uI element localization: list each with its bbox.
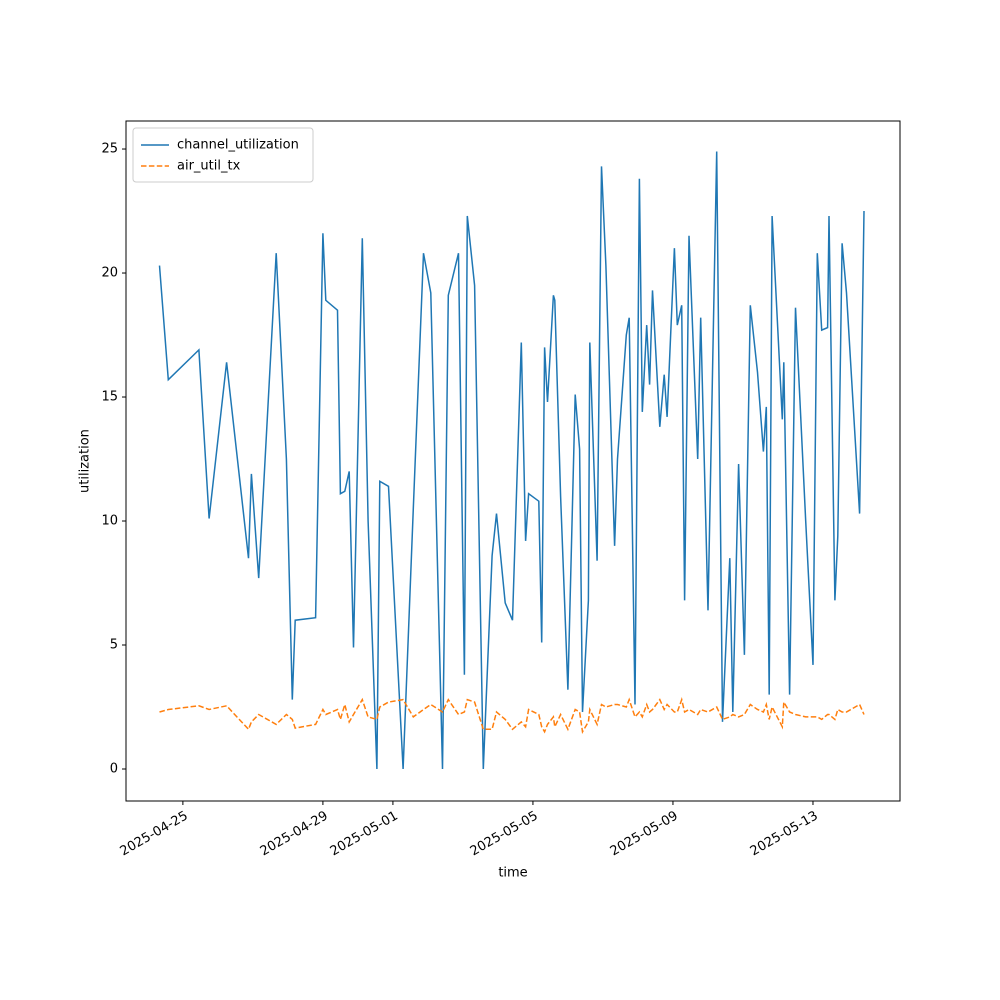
x-axis-label: time [498, 866, 527, 881]
series-line [158, 151, 865, 770]
y-tick-label: 20 [101, 266, 118, 281]
series-line [159, 696, 865, 734]
legend-label: channel_utilization [177, 138, 299, 153]
y-tick-label: 15 [101, 390, 118, 405]
legend-box [132, 127, 314, 183]
plot-frame [125, 120, 901, 802]
y-tick-label: 0 [110, 762, 118, 777]
legend-label: air_util_tx [177, 159, 241, 174]
y-tick-label: 10 [101, 514, 118, 529]
y-axis-label: utilization [78, 429, 93, 493]
y-tick-label: 5 [110, 638, 118, 653]
y-tick-label: 25 [101, 142, 118, 157]
